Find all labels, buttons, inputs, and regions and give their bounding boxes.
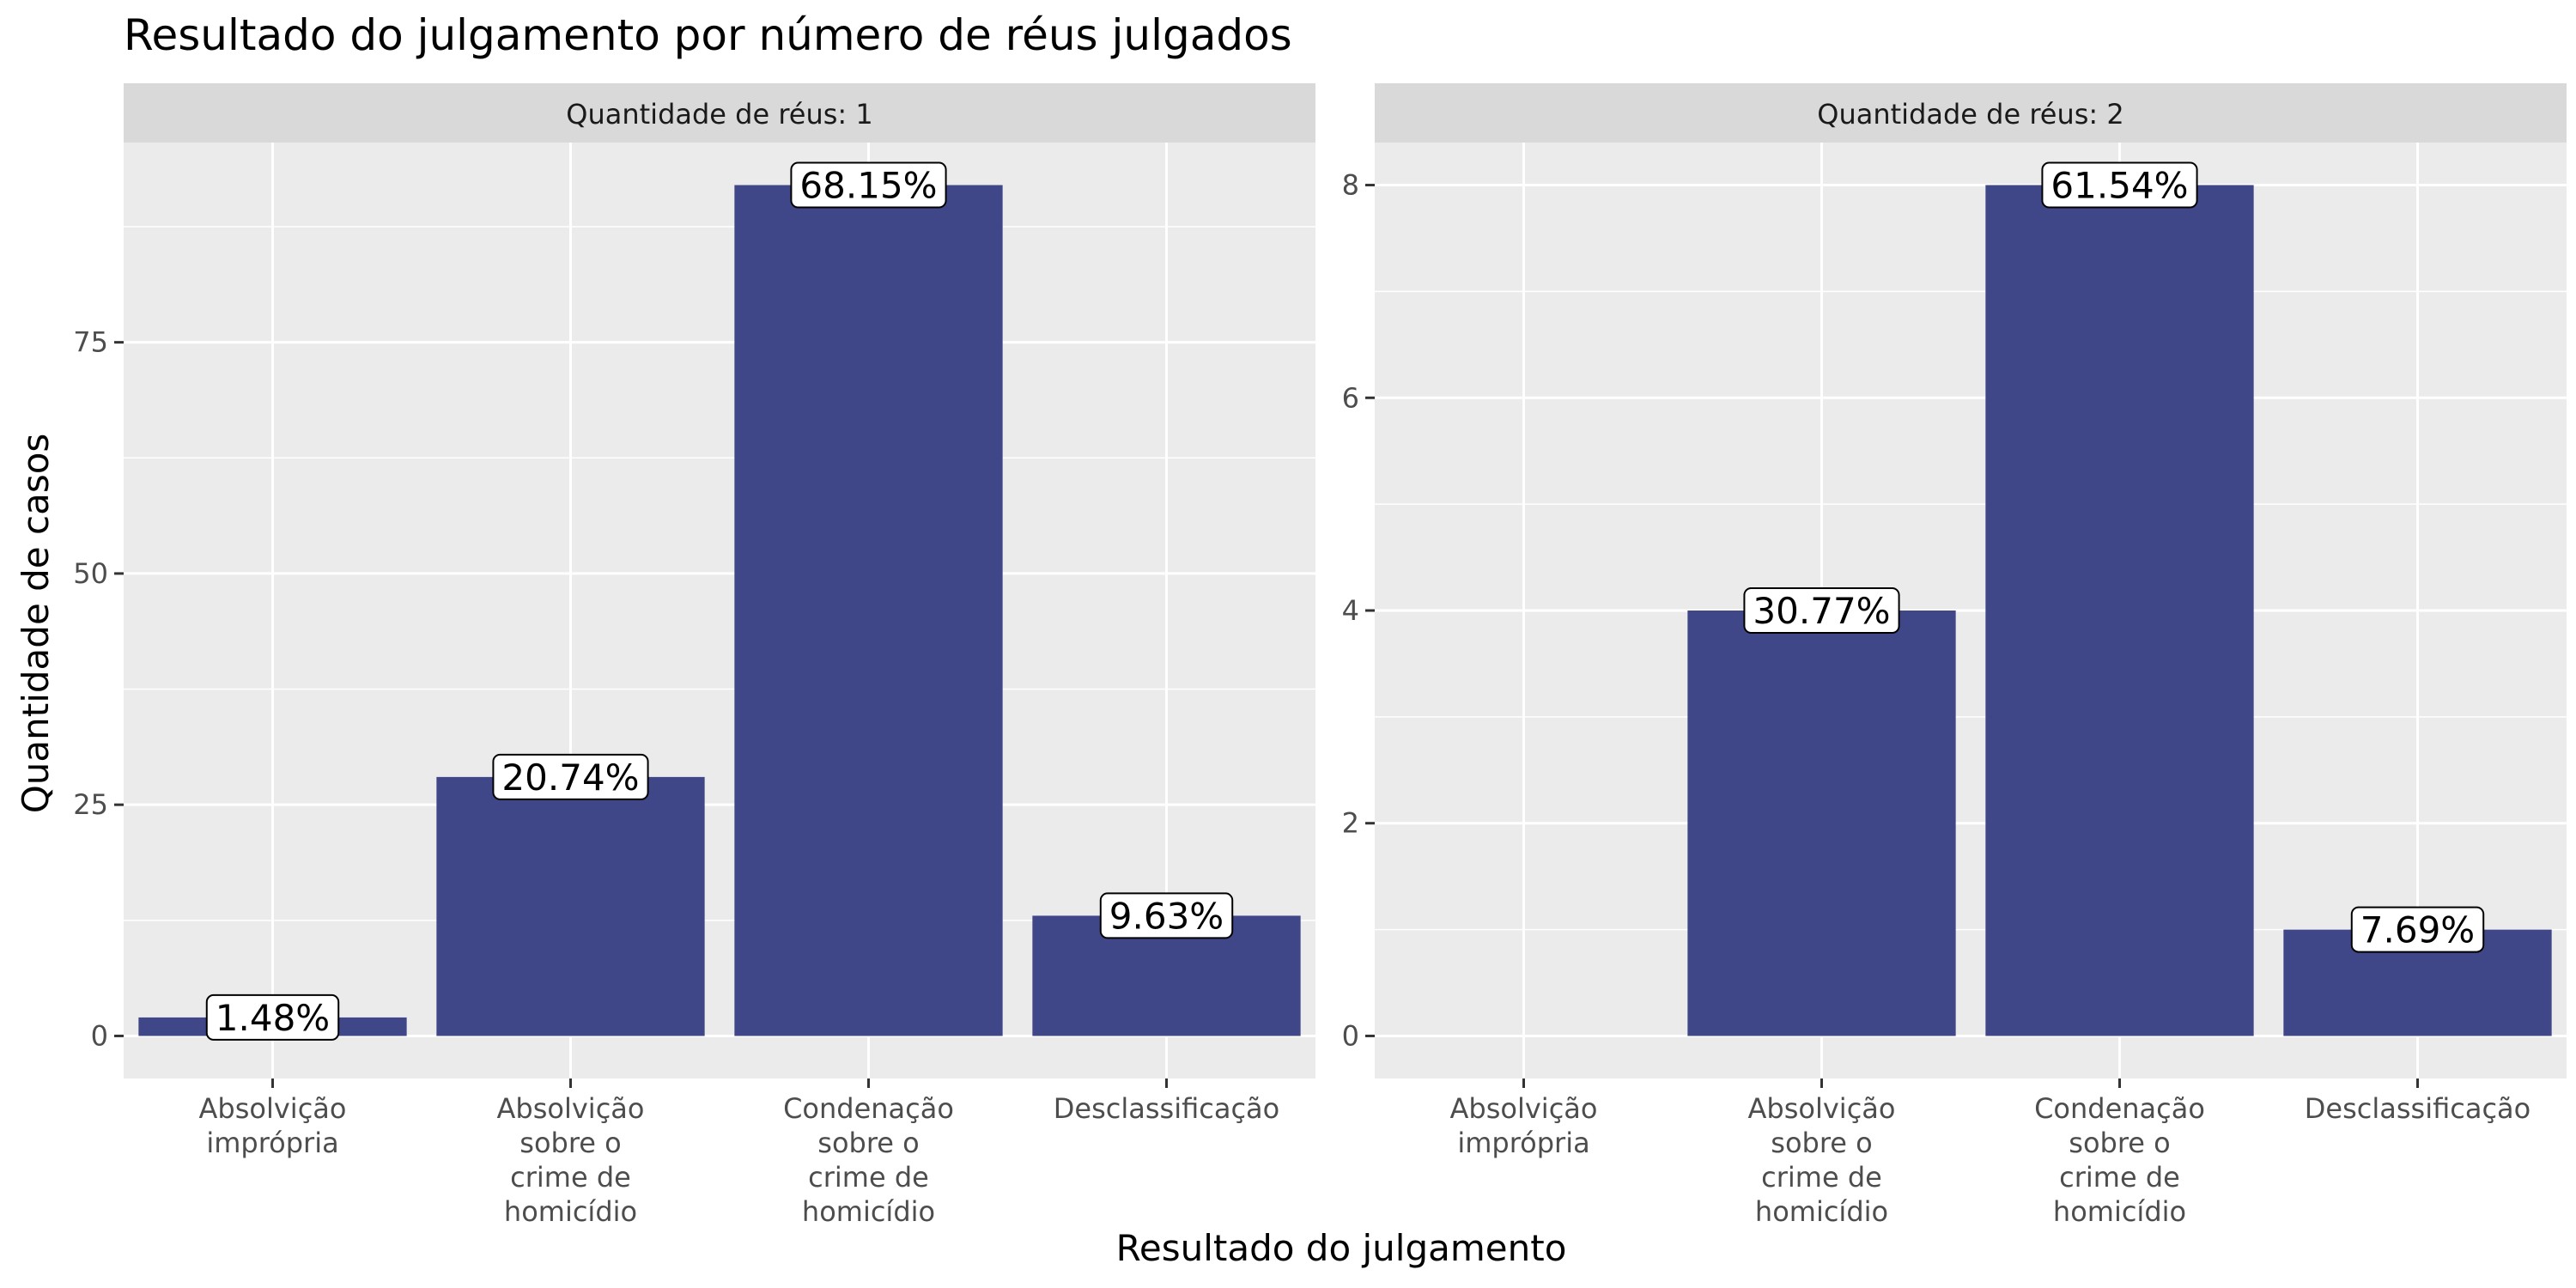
y-tick-label: 6 [1342, 381, 1359, 414]
data-label: 1.48% [205, 993, 340, 1041]
data-label-box [2041, 161, 2198, 209]
data-label-text: 1.48% [216, 997, 330, 1039]
data-label-text: 30.77% [1753, 590, 1890, 632]
data-label-box [205, 993, 340, 1041]
data-label-box [492, 753, 649, 800]
x-tick-label: Desclassificação [1054, 1092, 1279, 1125]
bar [734, 185, 1003, 1036]
y-axis-title: Quantidade de casos [15, 434, 57, 814]
x-tick-label: Condenação sobre o crime de homicídio [783, 1092, 954, 1228]
facet-panel-1: Quantidade de réus: 1 0 25 50 75 Absolvição im… [73, 83, 1315, 1228]
data-label-text: 20.74% [501, 756, 639, 799]
bar [436, 776, 705, 1036]
x-tick-label: Desclassificação [2305, 1092, 2530, 1125]
facet-panels: Quantidade de réus: 1 0 25 50 75 Absolvição im… [73, 83, 2567, 1228]
bar [1985, 185, 2254, 1036]
x-axis-title: Resultado do julgamento [1116, 1227, 1567, 1269]
x-tick-label: Absolvição imprópria [199, 1092, 347, 1159]
y-tick-label: 75 [73, 326, 108, 359]
y-tick-label: 8 [1342, 169, 1359, 202]
data-label-box [2350, 906, 2485, 953]
data-label: 30.77% [1743, 587, 1900, 634]
chart-title: Resultado do julgamento por número de ré… [124, 10, 1292, 60]
data-label-text: 61.54% [2050, 165, 2188, 207]
x-tick-label: Condenação sobre o crime de homicídio [2034, 1092, 2205, 1228]
y-tick-label: 2 [1342, 807, 1359, 840]
data-label-box [790, 161, 947, 209]
x-tick-label: Absolvição imprópria [1450, 1092, 1598, 1159]
x-tick-label: Absolvição sobre o crime de homicídio [497, 1092, 645, 1228]
y-tick-label: 0 [91, 1019, 108, 1052]
data-label-box [1099, 892, 1234, 939]
data-label: 7.69% [2350, 906, 2485, 953]
data-label: 68.15% [790, 161, 947, 209]
y-tick-label: 50 [73, 557, 108, 590]
data-label-text: 9.63% [1109, 895, 1224, 937]
facet-strip-label: Quantidade de réus: 2 [1817, 98, 2123, 131]
facet-strip [124, 83, 1315, 143]
facet-strip-label: Quantidade de réus: 1 [566, 98, 872, 131]
bar [1687, 611, 1956, 1036]
data-label-text: 7.69% [2360, 909, 2475, 951]
data-label: 9.63% [1099, 892, 1234, 939]
data-label-box [1743, 587, 1900, 634]
facet-strip [1375, 83, 2567, 143]
data-label: 20.74% [492, 753, 649, 800]
y-tick-label: 4 [1342, 594, 1359, 627]
data-label-text: 68.15% [799, 165, 937, 207]
facet-panel-2: Quantidade de réus: 2 0 2 4 6 8 Absolvição impr… [1342, 83, 2567, 1228]
x-tick-label: Absolvição sobre o crime de homicídio [1748, 1092, 1896, 1228]
y-tick-label: 0 [1342, 1019, 1359, 1052]
data-label: 61.54% [2041, 161, 2198, 209]
y-tick-label: 25 [73, 788, 108, 821]
